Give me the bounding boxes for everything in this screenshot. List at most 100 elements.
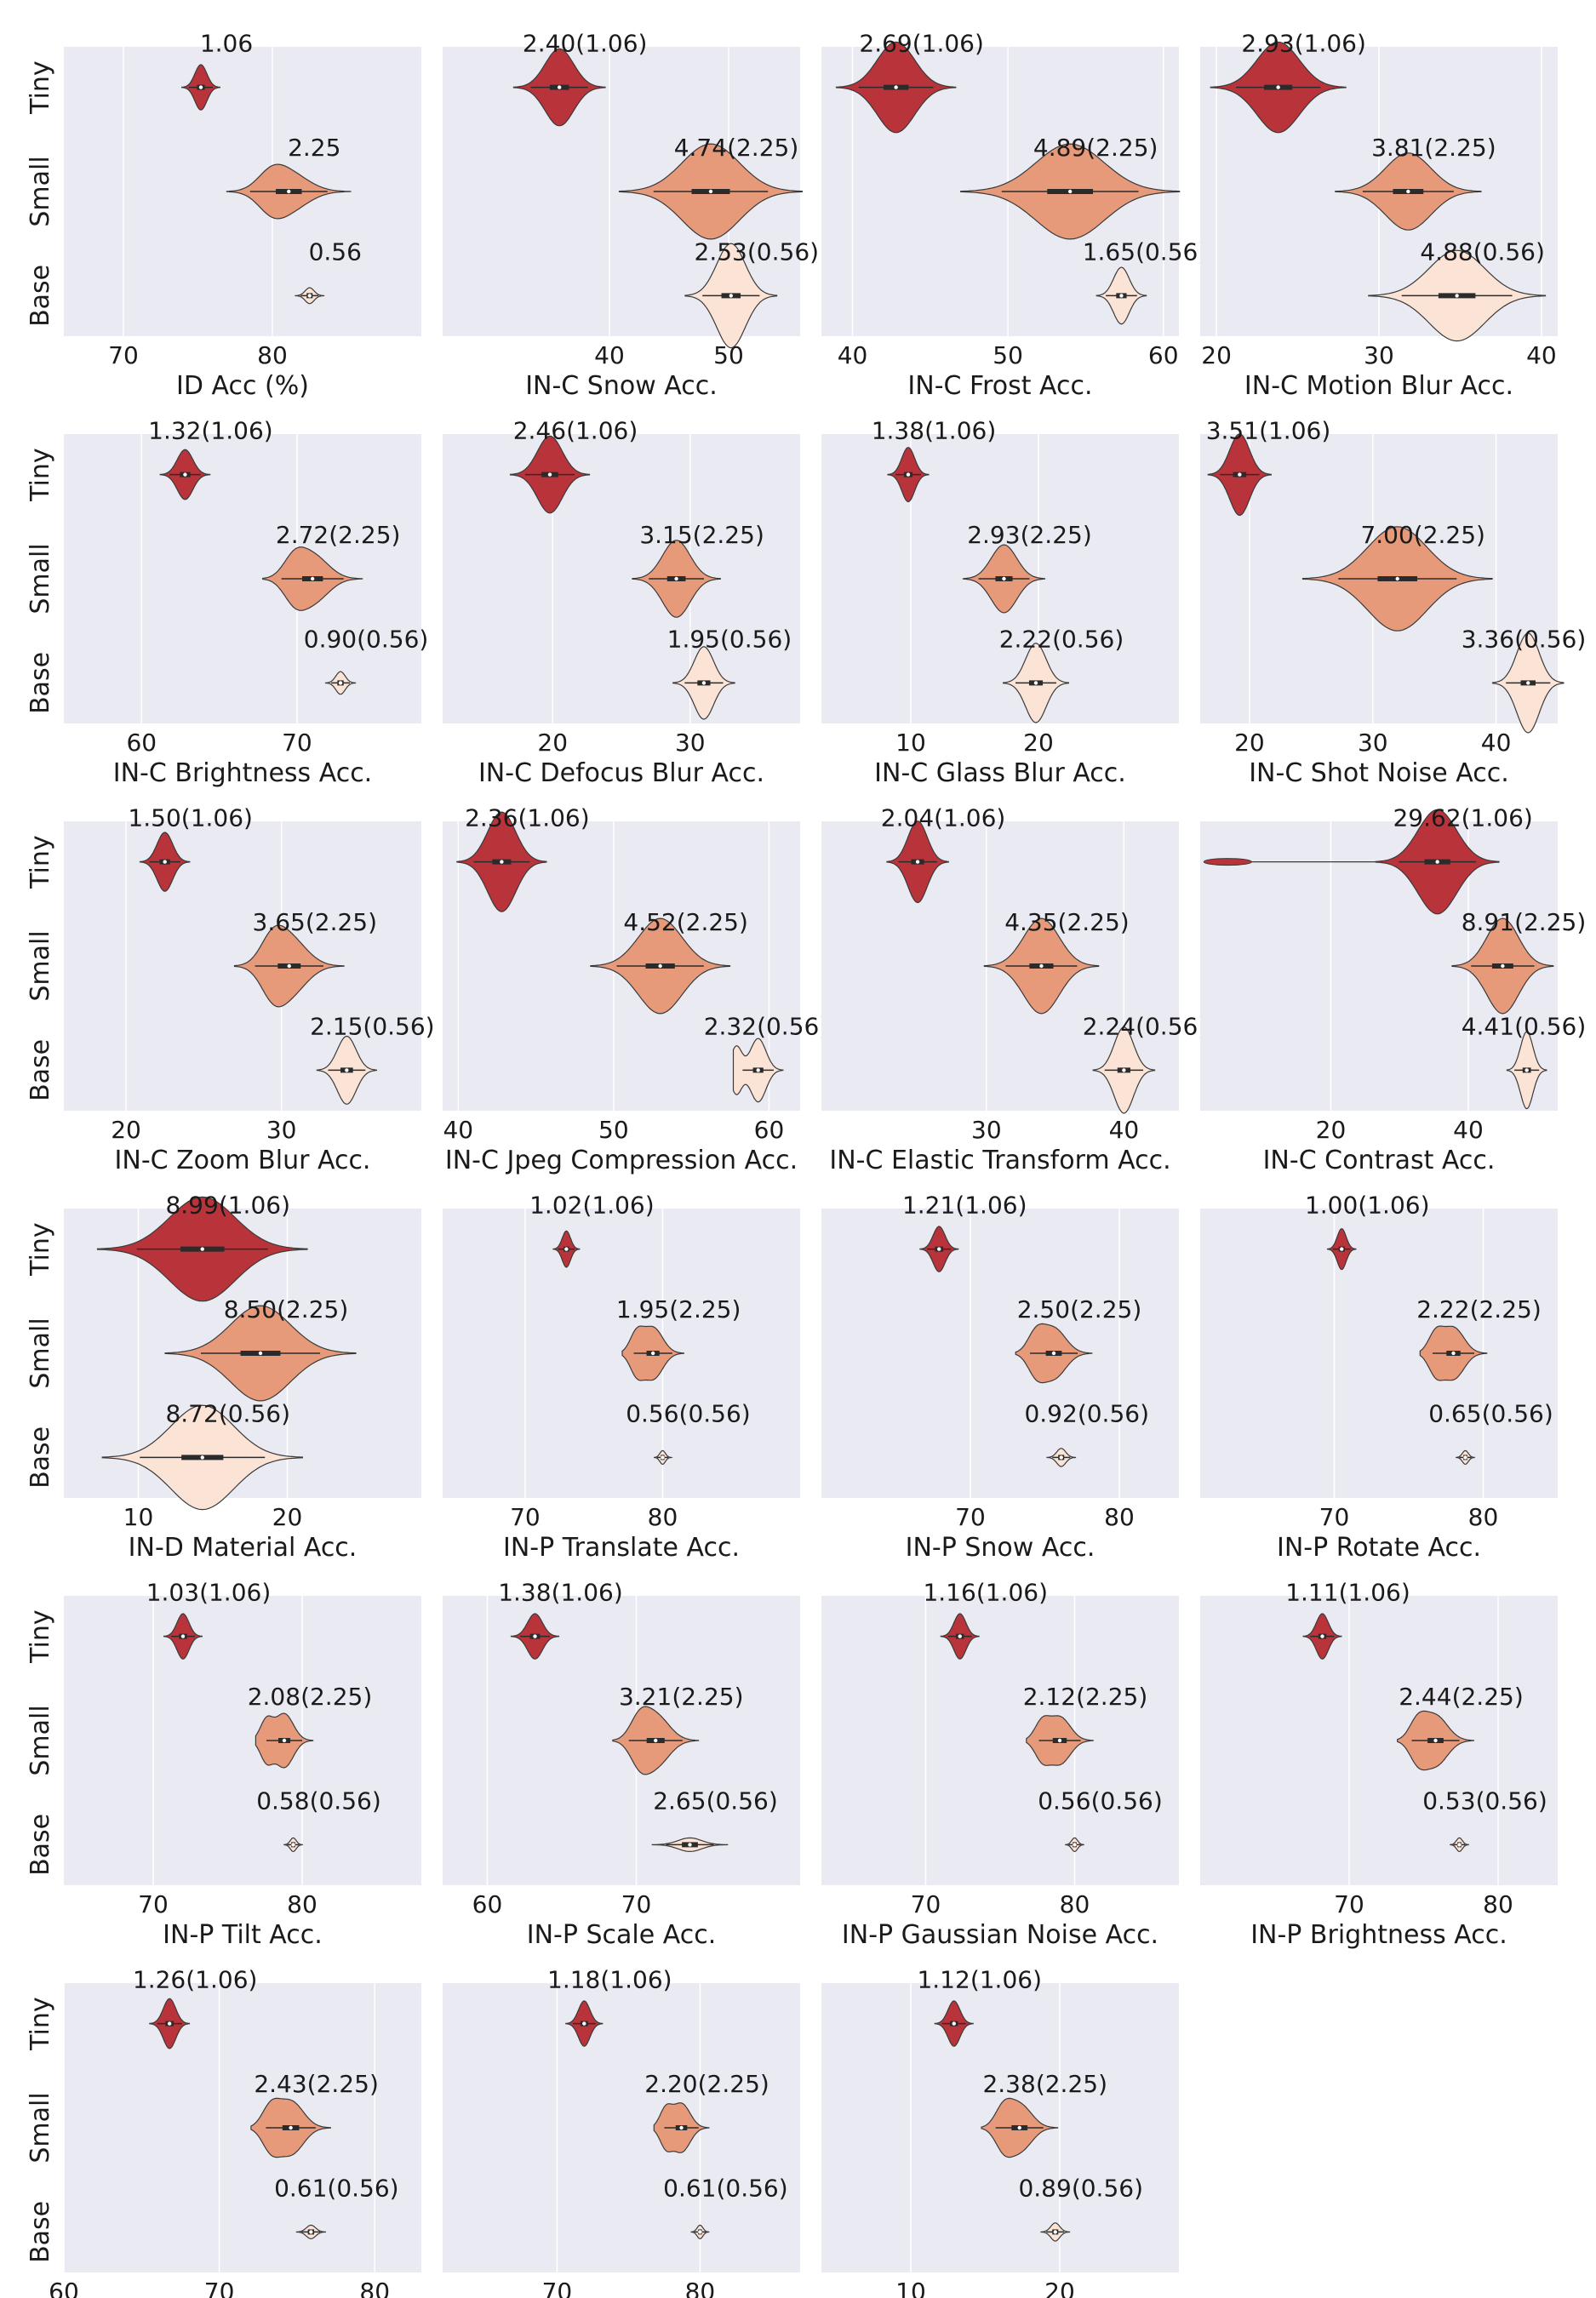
median-dot bbox=[661, 1455, 665, 1460]
x-tick-label: 70 bbox=[510, 1503, 541, 1531]
std-annotation-tiny: 8.99(1.06) bbox=[165, 1192, 290, 1220]
y-tick-label-small: Small bbox=[26, 1318, 55, 1388]
median-dot bbox=[1051, 1351, 1056, 1356]
x-tick-label: 80 bbox=[359, 2278, 390, 2298]
x-tick-label: 20 bbox=[272, 1503, 303, 1531]
violin-subplot: 20 30 40 IN-C Motion Blur Acc. 2.93(1.06) 3.8… bbox=[1200, 30, 1558, 401]
x-tick-label: 60 bbox=[1148, 341, 1179, 369]
y-tick-label-small: Small bbox=[26, 2092, 55, 2163]
y-tick-label-base: Base bbox=[26, 2201, 55, 2263]
std-annotation-tiny: 2.04(1.06) bbox=[881, 804, 1006, 832]
std-annotation-base: 0.53(0.56) bbox=[1422, 1786, 1547, 1815]
std-annotation-small: 2.12(2.25) bbox=[1023, 1683, 1148, 1711]
std-annotation-tiny: 1.06 bbox=[200, 30, 253, 58]
median-dot bbox=[1526, 681, 1530, 685]
violin-subplot: 40 50 60 IN-C Frost Acc. 2.69(1.06) 4.89(2.25… bbox=[821, 30, 1207, 401]
x-tick-label: 10 bbox=[895, 2278, 926, 2298]
std-annotation-small: 4.52(2.25) bbox=[623, 908, 748, 936]
plot-area bbox=[1200, 1596, 1558, 1885]
median-dot bbox=[1524, 1068, 1529, 1072]
median-dot bbox=[289, 2125, 293, 2130]
x-tick-label: 70 bbox=[955, 1503, 986, 1531]
median-dot bbox=[309, 2230, 313, 2234]
std-annotation-small: 2.25 bbox=[288, 134, 340, 162]
std-annotation-base: 0.56(0.56) bbox=[626, 1399, 751, 1427]
plot-area bbox=[64, 1596, 421, 1885]
x-tick-label: 60 bbox=[472, 1890, 503, 1918]
x-tick-label: 80 bbox=[1468, 1503, 1499, 1531]
std-annotation-base: 0.56 bbox=[309, 237, 362, 266]
y-tick-label-small: Small bbox=[26, 543, 55, 614]
x-tick-label: 40 bbox=[1453, 1116, 1484, 1144]
y-tick-label-tiny: Tiny bbox=[26, 1222, 55, 1277]
std-annotation-tiny: 1.03(1.06) bbox=[146, 1579, 272, 1607]
median-dot bbox=[958, 1634, 962, 1638]
std-annotation-base: 3.36(0.56) bbox=[1462, 625, 1587, 653]
x-tick-label: 60 bbox=[49, 2278, 79, 2298]
median-dot bbox=[1395, 576, 1399, 581]
x-tick-label: 70 bbox=[1334, 1890, 1364, 1918]
median-dot bbox=[200, 1455, 204, 1460]
median-dot bbox=[183, 472, 187, 477]
median-dot bbox=[1406, 189, 1410, 194]
median-dot bbox=[915, 860, 920, 864]
median-dot bbox=[287, 189, 291, 194]
x-axis-label: IN-P Translate Acc. bbox=[503, 1533, 740, 1563]
std-annotation-base: 0.90(0.56) bbox=[304, 625, 429, 653]
median-dot bbox=[688, 1843, 692, 1847]
median-dot bbox=[1002, 576, 1006, 581]
median-dot bbox=[679, 2125, 684, 2130]
std-annotation-base: 0.61(0.56) bbox=[274, 2174, 399, 2202]
std-annotation-base: 4.88(0.56) bbox=[1420, 237, 1545, 266]
x-tick-label: 70 bbox=[282, 729, 312, 757]
std-annotation-tiny: 1.00(1.06) bbox=[1305, 1192, 1430, 1220]
x-tick-label: 40 bbox=[838, 341, 868, 369]
std-annotation-tiny: 1.02(1.06) bbox=[529, 1192, 655, 1220]
std-annotation-small: 3.21(2.25) bbox=[619, 1683, 744, 1711]
median-dot bbox=[1463, 1455, 1467, 1460]
median-dot bbox=[1067, 189, 1073, 194]
std-annotation-base: 2.22(0.56) bbox=[999, 625, 1124, 653]
std-annotation-base: 4.41(0.56) bbox=[1462, 1012, 1587, 1040]
std-annotation-small: 4.89(2.25) bbox=[1033, 134, 1158, 162]
std-annotation-small: 2.38(2.25) bbox=[982, 2070, 1107, 2098]
y-tick-label-base: Base bbox=[26, 1039, 55, 1101]
std-annotation-small: 8.91(2.25) bbox=[1462, 908, 1587, 936]
x-axis-label: IN-C Defocus Blur Acc. bbox=[478, 758, 764, 788]
median-dot bbox=[1033, 681, 1038, 685]
std-annotation-small: 2.22(2.25) bbox=[1416, 1295, 1542, 1323]
std-annotation-tiny: 2.93(1.06) bbox=[1241, 30, 1366, 58]
x-tick-label: 70 bbox=[1319, 1503, 1350, 1531]
x-tick-label: 40 bbox=[443, 1116, 473, 1144]
x-tick-label: 80 bbox=[287, 1890, 317, 1918]
median-dot bbox=[1039, 963, 1044, 969]
median-dot bbox=[1340, 1247, 1344, 1251]
x-tick-label: 80 bbox=[1104, 1503, 1135, 1531]
x-axis-label: IN-C Snow Acc. bbox=[525, 371, 718, 401]
x-tick-label: 70 bbox=[542, 2278, 573, 2298]
std-annotation-tiny: 3.51(1.06) bbox=[1206, 417, 1331, 445]
violin-tail-blob bbox=[1203, 858, 1252, 866]
x-axis-label: IN-C Shot Noise Acc. bbox=[1249, 758, 1509, 788]
x-tick-label: 30 bbox=[1358, 729, 1388, 757]
median-dot bbox=[1017, 2125, 1021, 2130]
std-annotation-small: 2.08(2.25) bbox=[248, 1683, 373, 1711]
x-axis-label: IN-C Motion Blur Acc. bbox=[1244, 371, 1513, 401]
median-dot bbox=[167, 2021, 172, 2026]
plot-area bbox=[443, 1209, 800, 1498]
median-dot bbox=[200, 1247, 204, 1251]
x-axis-label: IN-C Glass Blur Acc. bbox=[874, 758, 1126, 788]
median-dot bbox=[258, 1351, 263, 1356]
x-tick-label: 10 bbox=[123, 1503, 154, 1531]
std-annotation-small: 2.44(2.25) bbox=[1399, 1683, 1524, 1711]
std-annotation-small: 4.74(2.25) bbox=[674, 134, 799, 162]
std-annotation-small: 3.15(2.25) bbox=[639, 521, 764, 549]
x-tick-label: 80 bbox=[1483, 1890, 1513, 1918]
